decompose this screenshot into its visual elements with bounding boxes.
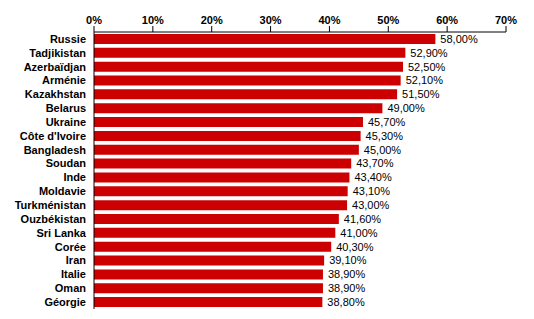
svg-text:Azerbaïdjan: Azerbaïdjan: [24, 61, 87, 73]
svg-text:50%: 50%: [377, 14, 399, 26]
svg-text:52,50%: 52,50%: [408, 61, 446, 73]
svg-text:40,30%: 40,30%: [336, 241, 374, 253]
svg-text:52,10%: 52,10%: [406, 74, 444, 86]
svg-text:45,30%: 45,30%: [366, 130, 404, 142]
svg-text:41,60%: 41,60%: [344, 213, 382, 225]
svg-text:Géorgie: Géorgie: [44, 296, 86, 308]
svg-text:45,00%: 45,00%: [364, 144, 402, 156]
svg-text:60%: 60%: [436, 14, 458, 26]
svg-text:52,90%: 52,90%: [410, 47, 448, 59]
svg-text:0%: 0%: [86, 14, 102, 26]
svg-text:38,90%: 38,90%: [328, 268, 366, 280]
svg-text:Bangladesh: Bangladesh: [24, 144, 87, 156]
svg-text:Iran: Iran: [66, 254, 86, 266]
svg-text:38,80%: 38,80%: [327, 296, 365, 308]
svg-text:40%: 40%: [318, 14, 340, 26]
svg-text:10%: 10%: [142, 14, 164, 26]
svg-text:38,90%: 38,90%: [328, 282, 366, 294]
svg-text:Ouzbékistan: Ouzbékistan: [21, 213, 87, 225]
svg-text:Côte d'Ivoire: Côte d'Ivoire: [20, 130, 86, 142]
svg-text:43,00%: 43,00%: [352, 199, 390, 211]
svg-text:41,00%: 41,00%: [340, 227, 378, 239]
svg-text:51,50%: 51,50%: [402, 88, 440, 100]
svg-text:Belarus: Belarus: [46, 102, 86, 114]
svg-text:43,40%: 43,40%: [354, 171, 392, 183]
svg-text:70%: 70%: [495, 14, 517, 26]
svg-text:Corée: Corée: [55, 241, 86, 253]
svg-text:43,10%: 43,10%: [353, 185, 391, 197]
svg-text:30%: 30%: [260, 14, 282, 26]
svg-text:Arménie: Arménie: [42, 74, 86, 86]
svg-text:20%: 20%: [201, 14, 223, 26]
svg-text:43,70%: 43,70%: [356, 157, 394, 169]
svg-text:Soudan: Soudan: [46, 157, 87, 169]
svg-text:Turkménistan: Turkménistan: [15, 199, 87, 211]
svg-text:Russie: Russie: [50, 33, 86, 45]
svg-text:45,70%: 45,70%: [368, 116, 406, 128]
svg-text:Sri Lanka: Sri Lanka: [36, 227, 86, 239]
svg-text:58,00%: 58,00%: [440, 33, 478, 45]
svg-text:Italie: Italie: [61, 268, 86, 280]
svg-text:Oman: Oman: [55, 282, 86, 294]
svg-text:Kazakhstan: Kazakhstan: [25, 88, 86, 100]
svg-text:39,10%: 39,10%: [329, 254, 367, 266]
svg-text:Inde: Inde: [63, 171, 86, 183]
svg-text:Moldavie: Moldavie: [39, 185, 86, 197]
svg-text:49,00%: 49,00%: [387, 102, 425, 114]
svg-text:Ukraine: Ukraine: [46, 116, 86, 128]
svg-text:Tadjikistan: Tadjikistan: [29, 47, 86, 59]
